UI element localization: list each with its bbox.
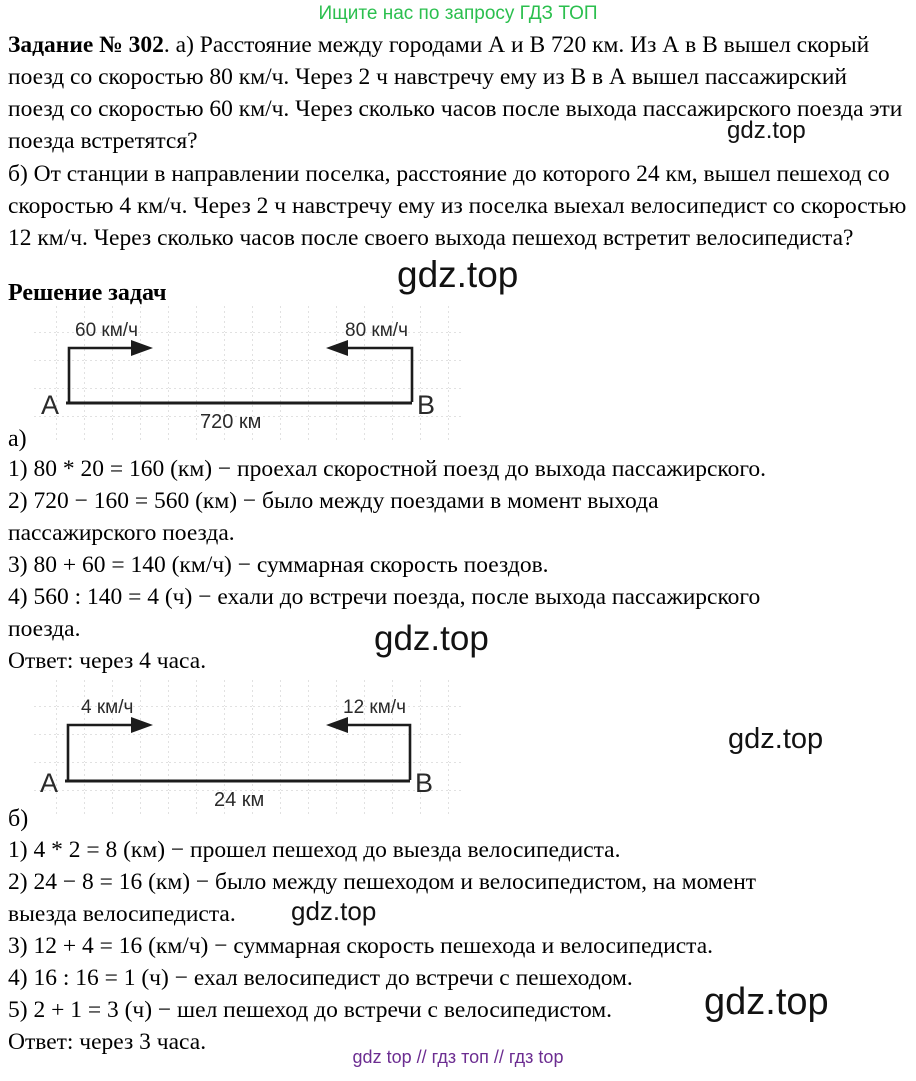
point-b-label: B bbox=[415, 768, 433, 798]
left-speed-label: 60 км/ч bbox=[75, 320, 138, 341]
solution-part-a-label: а) bbox=[8, 426, 27, 452]
solution-step: 4) 560 : 140 = 4 (ч) − ехали до встречи … bbox=[8, 584, 761, 610]
watermark: gdz.top bbox=[374, 619, 489, 658]
solution-step: 2) 720 − 160 = 560 (км) − было между пое… bbox=[8, 488, 659, 514]
problem-part-a-text: . а) Расстояние между городами А и В 720… bbox=[8, 32, 903, 154]
solution-step: пассажирского поезда. bbox=[8, 520, 235, 546]
promo-banner: Ищите нас по запросу ГДЗ ТОП bbox=[318, 3, 598, 24]
point-a-label: A bbox=[41, 390, 59, 420]
solution-step: выезда велосипедиста. bbox=[8, 901, 236, 927]
task-title: Задание № 302 bbox=[8, 32, 164, 58]
watermark: gdz.top bbox=[727, 117, 806, 144]
solution-step: 5) 2 + 1 = 3 (ч) − шел пешеход до встреч… bbox=[8, 997, 612, 1023]
distance-label: 24 км bbox=[214, 789, 264, 811]
right-speed-label: 12 км/ч bbox=[343, 697, 406, 718]
arrow-left-icon bbox=[326, 717, 348, 733]
arrow-right-icon bbox=[131, 717, 153, 733]
answer-b: Ответ: через 3 часа. bbox=[8, 1029, 207, 1055]
solution-step: 2) 24 − 8 = 16 (км) − было между пешеход… bbox=[8, 869, 757, 895]
solution-step: 1) 80 * 20 = 160 (км) − проехал скоростн… bbox=[8, 456, 767, 482]
grid-background bbox=[32, 306, 464, 442]
right-speed-label: 80 км/ч bbox=[345, 320, 408, 341]
diagram-pedestrian-cyclist: 4 км/ч 12 км/ч A B 24 км bbox=[32, 680, 464, 816]
solution-step: поезда. bbox=[8, 616, 81, 642]
route-line-left bbox=[66, 723, 132, 780]
problem-part-b-text: б) От станции в направлении поселка, рас… bbox=[8, 161, 907, 251]
solution-part-b: 1) 4 * 2 = 8 (км) − прошел пешеход до вы… bbox=[8, 834, 910, 1058]
watermark: gdz.top bbox=[728, 723, 824, 755]
solution-step: 4) 16 : 16 = 1 (ч) − ехал велосипедист д… bbox=[8, 965, 633, 991]
arrow-left-icon bbox=[326, 340, 348, 356]
footer-links: gdz top // гдз топ // гдз top bbox=[352, 1047, 564, 1067]
watermark: gdz.top bbox=[397, 254, 519, 295]
point-a-label: A bbox=[40, 768, 58, 798]
left-speed-label: 4 км/ч bbox=[81, 697, 133, 718]
route-line-left bbox=[67, 346, 132, 402]
solution-part-a: 1) 80 * 20 = 160 (км) − проехал скоростн… bbox=[8, 453, 910, 677]
point-b-label: B bbox=[417, 390, 435, 420]
grid-background bbox=[32, 680, 464, 816]
watermark: gdz.top bbox=[704, 981, 829, 1023]
problem-part-b: б) От станции в направлении поселка, рас… bbox=[8, 158, 908, 254]
answer-a: Ответ: через 4 часа. bbox=[8, 648, 207, 674]
solution-part-b-label: б) bbox=[8, 806, 29, 832]
solution-step: 1) 4 * 2 = 8 (км) − прошел пешеход до вы… bbox=[8, 837, 621, 863]
watermark: gdz.top bbox=[291, 896, 377, 926]
diagram-trains: 60 км/ч 80 км/ч A B 720 км bbox=[32, 306, 464, 442]
distance-label: 720 км bbox=[200, 411, 261, 433]
route-line-right bbox=[346, 346, 414, 402]
route-line-right bbox=[346, 723, 412, 780]
solution-step: 3) 80 + 60 = 140 (км/ч) − суммарная скор… bbox=[8, 552, 549, 578]
problem-part-a: Задание № 302. а) Расстояние между город… bbox=[8, 29, 908, 157]
arrow-right-icon bbox=[131, 340, 153, 356]
solution-heading: Решение задач bbox=[8, 280, 167, 306]
solution-step: 3) 12 + 4 = 16 (км/ч) − суммарная скорос… bbox=[8, 933, 714, 959]
